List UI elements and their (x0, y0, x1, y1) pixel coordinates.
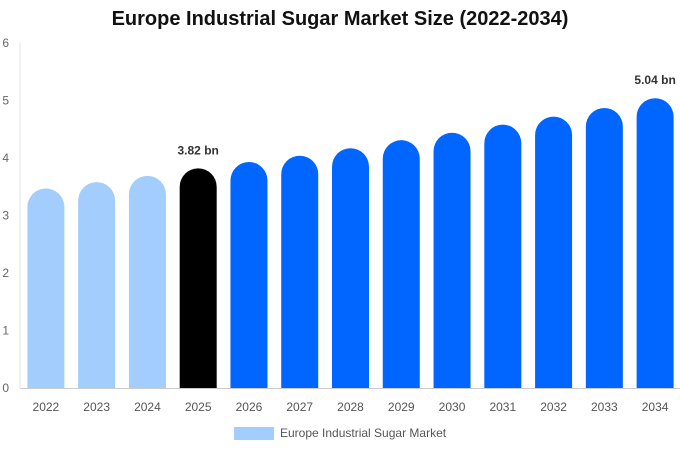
bar-2028[interactable] (332, 148, 369, 388)
y-tick-label: 6 (2, 36, 9, 50)
bar-2034[interactable] (636, 98, 674, 388)
bar-2022[interactable] (27, 188, 65, 388)
y-tick-label: 0 (2, 381, 9, 395)
x-tick-label: 2025 (185, 400, 212, 414)
data-label-2025: 3.82 bn (178, 143, 219, 157)
x-tick-label: 2031 (489, 400, 516, 414)
bar-2033[interactable] (585, 107, 623, 388)
bar-2027[interactable] (281, 155, 319, 388)
x-tick-label: 2033 (591, 400, 618, 414)
bar-2029[interactable] (382, 140, 420, 388)
x-tick-label: 2026 (236, 400, 263, 414)
legend-swatch (234, 426, 274, 440)
bar-2026[interactable] (230, 162, 268, 388)
data-label-2034: 5.04 bn (634, 73, 675, 87)
y-tick-label: 3 (2, 209, 9, 223)
x-tick-label: 2032 (540, 400, 567, 414)
y-tick-label: 1 (2, 324, 9, 338)
x-tick-label: 2030 (439, 400, 466, 414)
x-tick-label: 2034 (642, 400, 669, 414)
legend[interactable]: Europe Industrial Sugar Market (234, 426, 446, 440)
x-tick-label: 2029 (388, 400, 415, 414)
legend-label: Europe Industrial Sugar Market (280, 426, 447, 440)
x-tick-label: 2024 (134, 400, 161, 414)
x-tick-label: 2022 (33, 400, 60, 414)
bar-2025[interactable] (179, 168, 217, 388)
bar-2031[interactable] (484, 124, 522, 389)
x-tick-label: 2028 (337, 400, 364, 414)
bar-2023[interactable] (78, 182, 116, 388)
y-tick-label: 5 (2, 94, 9, 108)
chart-title: Europe Industrial Sugar Market Size (202… (111, 8, 569, 30)
bar-2030[interactable] (433, 132, 471, 388)
bar-2032[interactable] (535, 116, 573, 389)
x-tick-label: 2023 (83, 400, 110, 414)
bar-2024[interactable] (128, 175, 166, 388)
y-tick-label: 2 (2, 266, 9, 280)
x-tick-label: 2027 (286, 400, 313, 414)
y-tick-label: 4 (2, 151, 9, 165)
